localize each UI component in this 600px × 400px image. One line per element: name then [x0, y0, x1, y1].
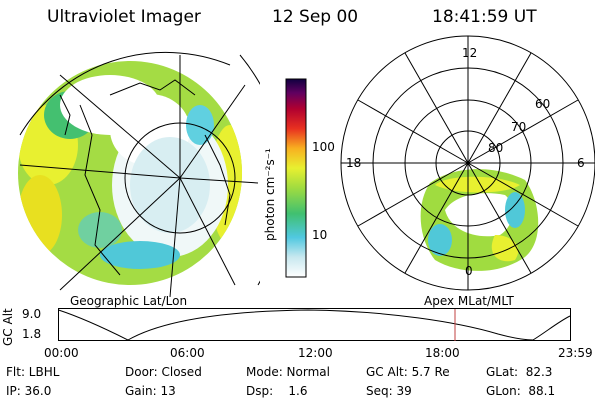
status-gc-alt: GC Alt: 5.7 Re [366, 365, 450, 379]
mlat-label-60: 60 [535, 97, 551, 111]
date-label: 12 Sep 00 [272, 7, 359, 27]
instrument-title: Ultraviolet Imager [47, 7, 201, 27]
altitude-tick-1-8: 1.8 [22, 327, 42, 341]
time-label: 18:41:59 UT [432, 7, 537, 27]
status-gain: Gain: 13 [125, 384, 176, 398]
time-tick-2359: 23:59 [558, 346, 593, 360]
colorbar [285, 78, 307, 278]
geographic-auroral-image [18, 51, 260, 298]
mlt-label-6: 6 [577, 156, 585, 170]
time-tick-0600: 06:00 [170, 346, 205, 360]
time-tick-1800: 18:00 [425, 346, 460, 360]
altitude-orbit-plot [58, 308, 571, 341]
time-tick-1200: 12:00 [298, 346, 333, 360]
status-mode: Mode: Normal [246, 365, 330, 379]
mlat-label-70: 70 [511, 120, 527, 134]
altitude-tick-9: 9.0 [22, 307, 42, 321]
time-tick-0000: 00:00 [44, 346, 79, 360]
altitude-ylabel: GC Alt [1, 308, 15, 346]
status-glon: GLon: 88.1 [486, 384, 556, 398]
apex-panel-label: Apex MLat/MLT [424, 294, 514, 308]
status-door: Door: Closed [125, 365, 202, 379]
status-ip: IP: 36.0 [6, 384, 52, 398]
status-dsp: Dsp: 1.6 [246, 384, 308, 398]
mlat-label-80: 80 [488, 141, 504, 155]
status-seq: Seq: 39 [366, 384, 412, 398]
mlt-label-18: 18 [346, 156, 362, 170]
status-flt: Flt: LBHL [6, 365, 60, 379]
status-glat: GLat: 82.3 [486, 365, 553, 379]
mlt-label-12: 12 [462, 46, 478, 60]
colorbar-tick-100: 100 [312, 140, 335, 154]
mlt-label-0: 0 [465, 264, 473, 278]
polar-mlat-mlt-plot [340, 35, 595, 291]
colorbar-unit-label: photon cm⁻²s⁻¹ [263, 148, 277, 241]
geographic-panel-label: Geographic Lat/Lon [70, 294, 188, 308]
colorbar-tick-10: 10 [312, 228, 328, 242]
